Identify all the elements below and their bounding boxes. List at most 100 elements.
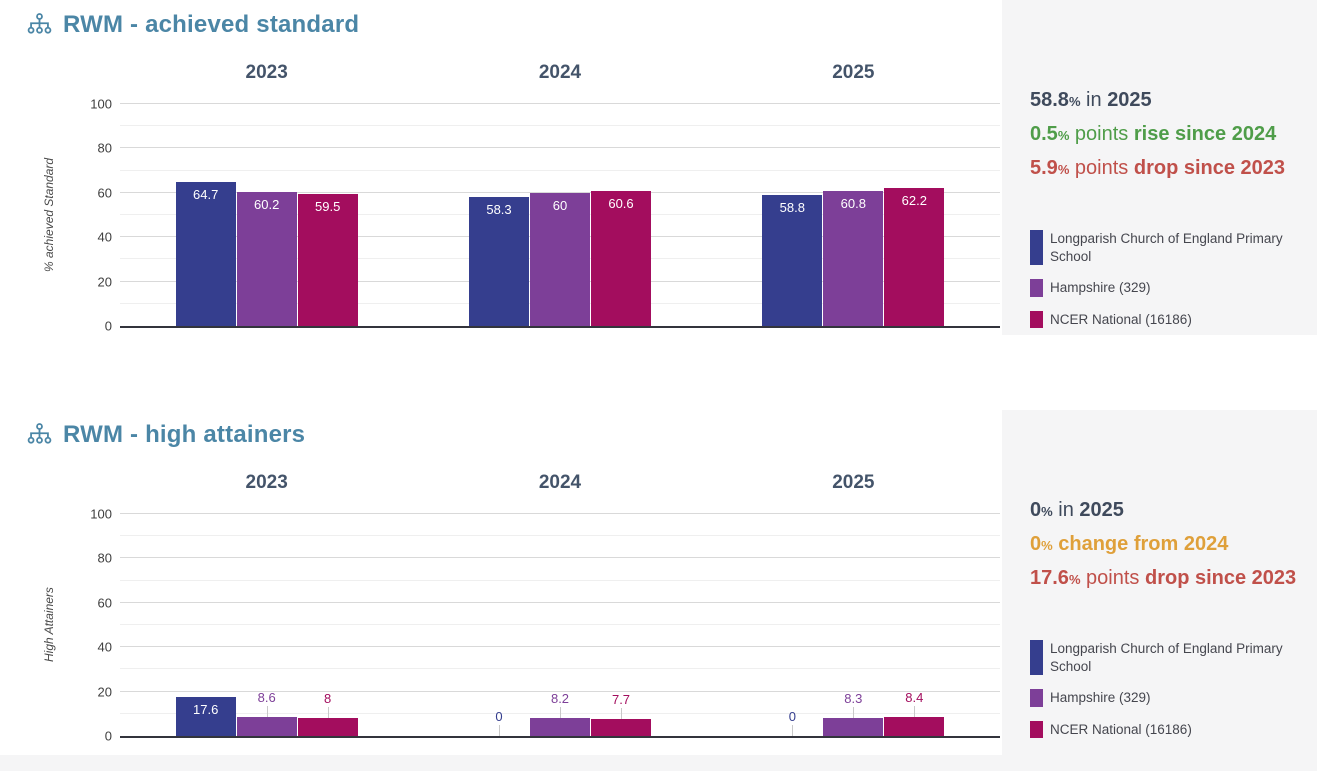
bar [469,197,529,326]
bar [530,193,590,326]
year-header: 2023 [245,62,288,83]
year-headers: 2023 2024 2025 [120,472,1000,498]
legend: Longparish Church of England Primary Sch… [1030,640,1302,739]
y-axis-ticks: 0 20 40 60 80 100 [0,507,112,744]
gridline [120,579,1000,581]
bar-value-label: 64.7 [193,187,219,202]
annotation-line: 0% in 2025 [1030,494,1303,528]
y-tick-label: 60 [97,595,112,611]
gridline [120,646,1000,648]
chart-title-text: RWM - achieved standard [63,11,360,38]
y-tick-label: 60 [97,185,112,201]
legend-swatch [1030,640,1043,676]
legend-swatch [1030,689,1043,707]
bar-value-label: 58.3 [486,202,512,217]
gridline [120,668,1000,670]
annotation-line: 17.6% points drop since 2023 [1030,562,1303,596]
bar-value-label: 8 [324,691,332,706]
sitemap-icon [26,422,53,449]
bar-label-leader [621,708,622,719]
bar-label-leader [792,725,794,736]
gridline [120,513,1000,514]
chart-section-high-attainers: RWM - high attainers 2023 2024 2025 High A… [0,410,1317,771]
legend: Longparish Church of England Primary Sch… [1030,230,1302,329]
annotation-text: % [1068,94,1081,109]
annotation-text: % [1057,128,1070,143]
annotation-text: % [1068,572,1081,587]
bar [175,182,236,326]
legend-swatch [1030,230,1043,266]
annotation-text: % [1041,538,1053,553]
bar-label-leader [499,725,500,736]
annotation-text: 0 [1030,499,1042,521]
gridline [120,690,1000,692]
bar [175,697,236,736]
bar-label-leader [914,706,916,717]
bar-value-label: 60 [552,198,568,213]
bar [591,719,651,736]
summary-panel: 0% in 2025 0% change from 2024 17.6% point… [1002,410,1317,771]
y-tick-label: 20 [97,274,112,290]
annotations: 0% in 2025 0% change from 2024 17.6% point… [1030,494,1303,596]
annotation-line: 0.5% points rise since 2024 [1030,118,1303,152]
legend-item: NCER National (16186) [1030,720,1302,739]
y-tick-label: 80 [97,550,112,566]
bar [823,191,884,326]
x-axis-line [120,736,1000,738]
bar-value-label: 58.8 [779,200,805,215]
bar [884,188,945,326]
bar-value-label: 59.5 [315,199,341,214]
year-header: 2025 [832,472,875,493]
bar-value-label: 7.7 [611,692,631,707]
year-headers: 2023 2024 2025 [120,62,1000,88]
legend-swatch [1030,720,1043,739]
bar [236,717,297,736]
annotation-text: change from 2024 [1058,533,1229,555]
annotation-text: in [1052,499,1080,521]
gridline [120,103,1000,104]
legend-item: Hampshire (329) [1030,689,1302,707]
bar [823,718,884,736]
annotation-text: 5.9 [1030,157,1058,179]
bar-value-label: 0 [788,709,796,724]
year-header: 2024 [538,62,582,83]
bar-label-leader [266,706,268,717]
bar-value-label: 0 [495,709,503,724]
gridline [120,557,1000,559]
gridline [120,535,1000,537]
annotation-text: % [1041,504,1053,519]
bar [884,717,945,736]
bar-value-label: 8.4 [905,690,924,705]
annotations: 58.8% in 2025 0.5% points rise since 2024… [1030,84,1303,186]
annotation-line: 5.9% points drop since 2023 [1030,152,1303,186]
chart-title-text: RWM - high attainers [63,421,306,448]
summary-panel: 58.8% in 2025 0.5% points rise since 2024… [1002,0,1317,335]
annotation-line: 0% change from 2024 [1030,528,1303,562]
legend-label: Longparish Church of England Primary Sch… [1050,641,1283,674]
y-tick-label: 100 [90,506,112,522]
bar [591,191,651,326]
y-tick-label: 0 [104,318,112,334]
gridline [120,125,1000,127]
sitemap-icon [26,12,53,39]
bar [762,195,823,326]
legend-item: Longparish Church of England Primary Sch… [1030,640,1302,676]
annotation-text: points [1069,157,1134,179]
annotation-text: 2025 [1079,499,1124,521]
bar-value-label: 8.2 [550,691,570,706]
legend-item: NCER National (16186) [1030,310,1302,329]
year-header: 2024 [538,472,582,493]
y-axis-ticks: 0 20 40 60 80 100 [0,97,112,334]
gridline [120,191,1000,193]
annotation-text: drop since 2023 [1144,567,1297,589]
bar-label-leader [560,707,561,718]
y-tick-label: 20 [97,684,112,700]
legend-item: Hampshire (329) [1030,279,1302,297]
plot-area: 64.7 60.2 59.5 58.3 60 60.6 58.8 60.8 62.2 [120,103,1000,328]
bar [297,718,358,736]
bar [236,192,297,326]
chart-title: RWM - achieved standard [26,11,359,39]
annotation-text: rise since 2024 [1133,123,1277,145]
annotation-line: 58.8% in 2025 [1030,84,1303,118]
